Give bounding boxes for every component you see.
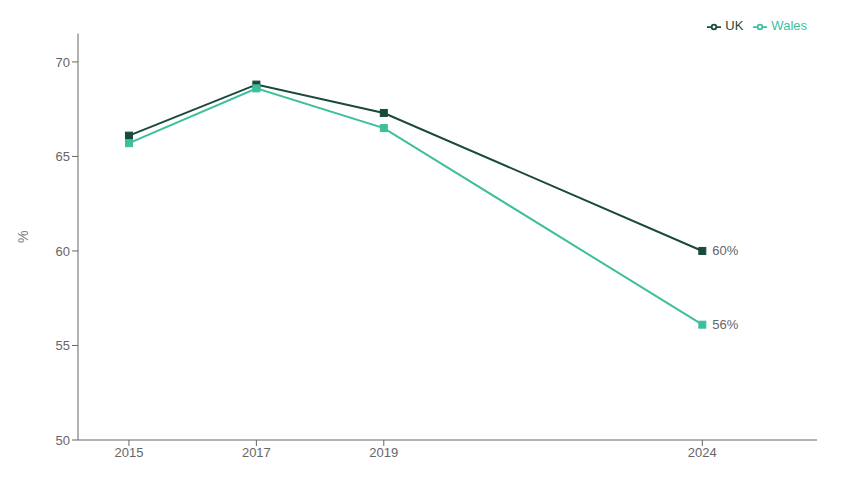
svg-text:2024: 2024 bbox=[688, 445, 717, 460]
svg-text:60%: 60% bbox=[712, 243, 738, 258]
svg-text:70: 70 bbox=[56, 55, 70, 70]
svg-text:2019: 2019 bbox=[369, 445, 398, 460]
svg-text:2015: 2015 bbox=[115, 445, 144, 460]
svg-text:60: 60 bbox=[56, 244, 70, 259]
html-text:Wales: Wales bbox=[771, 18, 807, 33]
svg-text:55: 55 bbox=[56, 338, 70, 353]
svg-text:%: % bbox=[15, 231, 31, 243]
svg-text:2017: 2017 bbox=[242, 445, 271, 460]
html-text:UK: UK bbox=[725, 18, 744, 33]
svg-text:50: 50 bbox=[56, 433, 70, 448]
svg-text:56%: 56% bbox=[712, 317, 738, 332]
svg-text:65: 65 bbox=[56, 149, 70, 164]
